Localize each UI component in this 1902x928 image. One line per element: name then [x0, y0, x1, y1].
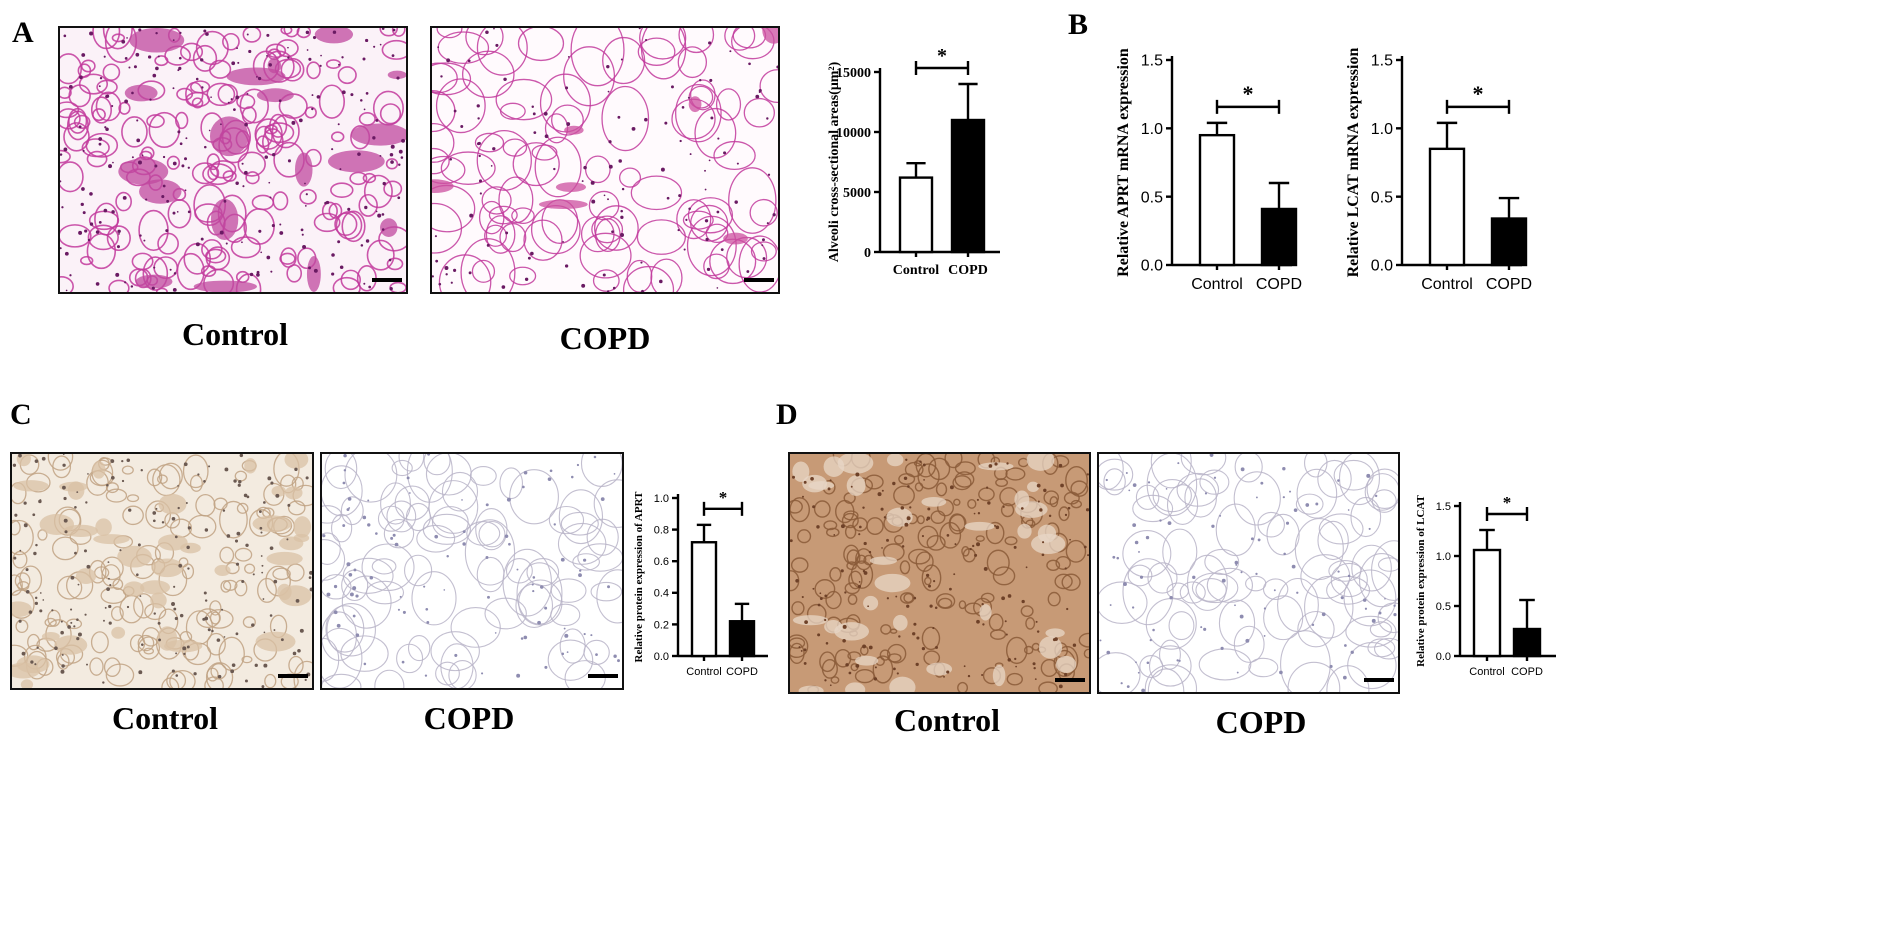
significance-star: * — [937, 45, 947, 67]
bar-control — [690, 541, 718, 658]
alveoli-area-chart: Alveoli cross-sectional areas(μm²) 0 5000 1… — [808, 20, 1028, 310]
y-tick-label: 0.8 — [654, 524, 669, 536]
tissue-texture — [1099, 454, 1398, 692]
y-tick-label: 0.5 — [1141, 189, 1163, 206]
caption-d-copd: COPD — [1215, 704, 1307, 740]
lcat-protein-chart: Relative protein expression of LCAT 0.0 0.… — [1410, 470, 1570, 690]
y-axis-label: Relative APRT mRNA expression — [1115, 48, 1132, 277]
y-axis-label: Relative protein expression of LCAT — [1415, 494, 1427, 666]
caption-a-copd: COPD — [559, 320, 651, 356]
bar-control — [1472, 548, 1502, 658]
y-tick-label: 1.0 — [1436, 551, 1451, 563]
aprt-ihc-copd-image — [322, 454, 622, 688]
y-axis-label: Alveoli cross-sectional areas(μm²) — [827, 61, 842, 262]
bar-copd — [1512, 627, 1542, 658]
x-tick-label: Control — [1421, 276, 1473, 293]
bar-copd — [950, 118, 986, 254]
lcat-ihc-control-micrograph — [788, 452, 1091, 694]
lcat-ihc-copd-micrograph — [1097, 452, 1400, 694]
y-axis-label: Relative LCAT mRNA expression — [1345, 48, 1362, 278]
lcat-mrna-chart: Relative LCAT mRNA expression 0.0 0.5 1.0 1.… — [1340, 20, 1550, 310]
y-tick-label: 1.0 — [1141, 121, 1163, 138]
panel-label-a: A — [12, 16, 34, 49]
y-tick-label: 10000 — [836, 126, 871, 141]
y-tick-label: 0.6 — [654, 556, 669, 568]
panel-label-c: C — [10, 398, 32, 431]
y-tick-label: 0.0 — [1141, 258, 1163, 275]
bar-copd — [1490, 217, 1528, 267]
aprt-ihc-control-image — [12, 454, 312, 688]
x-tick-label: Control — [1191, 276, 1243, 293]
panel-label-b: B — [1068, 8, 1089, 41]
caption-a-control: Control — [181, 316, 289, 352]
significance-star: * — [1503, 493, 1512, 512]
aprt-ihc-copd-micrograph — [320, 452, 624, 690]
he-copd-image — [432, 28, 778, 292]
bar-control — [1198, 133, 1236, 267]
aprt-mrna-chart: Relative APRT mRNA expression 0.0 0.5 1.0 1.… — [1110, 20, 1320, 310]
x-tick-label: COPD — [1511, 666, 1543, 678]
he-control-micrograph — [58, 26, 408, 294]
y-tick-label: 0.0 — [1371, 258, 1393, 275]
tissue-texture — [12, 454, 312, 688]
scale-bar — [278, 674, 308, 678]
tissue-background — [432, 28, 778, 292]
y-tick-label: 0.2 — [654, 619, 669, 631]
x-tick-label: COPD — [1486, 276, 1532, 293]
y-tick-label: 0.4 — [654, 588, 669, 600]
y-tick-label: 1.0 — [1371, 121, 1393, 138]
y-tick-label: 15000 — [836, 66, 871, 81]
x-tick-label: COPD — [948, 263, 988, 278]
y-tick-label: 0.5 — [1371, 189, 1393, 206]
aprt-ihc-control-micrograph — [10, 452, 314, 690]
bar-copd — [1260, 207, 1298, 267]
y-tick-label: 1.0 — [654, 493, 669, 505]
bar-copd — [728, 620, 756, 658]
x-tick-label: COPD — [1256, 276, 1302, 293]
significance-star: * — [719, 488, 728, 507]
bar-control — [898, 176, 934, 254]
x-tick-label: COPD — [726, 666, 758, 678]
tissue-texture — [432, 28, 778, 292]
tissue-texture — [60, 28, 406, 292]
scale-bar — [372, 278, 402, 282]
y-tick-label: 5000 — [843, 186, 871, 201]
significance-star: * — [1243, 81, 1254, 106]
tissue-background — [322, 454, 622, 688]
y-tick-label: 1.5 — [1371, 53, 1393, 70]
y-tick-label: 0.5 — [1436, 601, 1451, 613]
x-tick-label: Control — [893, 263, 940, 278]
y-tick-label: 1.5 — [1141, 53, 1163, 70]
scale-bar — [744, 278, 774, 282]
he-copd-micrograph — [430, 26, 780, 294]
caption-c-control: Control — [111, 700, 219, 736]
y-axis-label: Relative protein expression of APRT — [633, 491, 645, 663]
caption-c-copd: COPD — [423, 700, 515, 736]
lcat-ihc-copd-image — [1099, 454, 1398, 692]
y-tick-label: 0.0 — [1436, 651, 1451, 663]
x-tick-label: Control — [1469, 666, 1504, 678]
x-tick-label: Control — [686, 666, 721, 678]
y-tick-label: 1.5 — [1436, 501, 1451, 513]
significance-star: * — [1473, 81, 1484, 106]
tissue-texture — [322, 454, 622, 688]
lcat-ihc-control-image — [790, 454, 1089, 692]
bar-control — [1428, 147, 1466, 267]
caption-d-control: Control — [893, 702, 1001, 738]
panel-label-d: D — [776, 398, 798, 431]
scale-bar — [1055, 678, 1085, 682]
aprt-protein-chart: Relative protein expression of APRT 0.0 0.… — [630, 470, 780, 690]
tissue-texture — [790, 454, 1089, 692]
scale-bar — [1364, 678, 1394, 682]
scale-bar — [588, 674, 618, 678]
y-tick-label: 0 — [864, 246, 871, 261]
he-control-image — [60, 28, 406, 292]
y-tick-label: 0.0 — [654, 651, 669, 663]
